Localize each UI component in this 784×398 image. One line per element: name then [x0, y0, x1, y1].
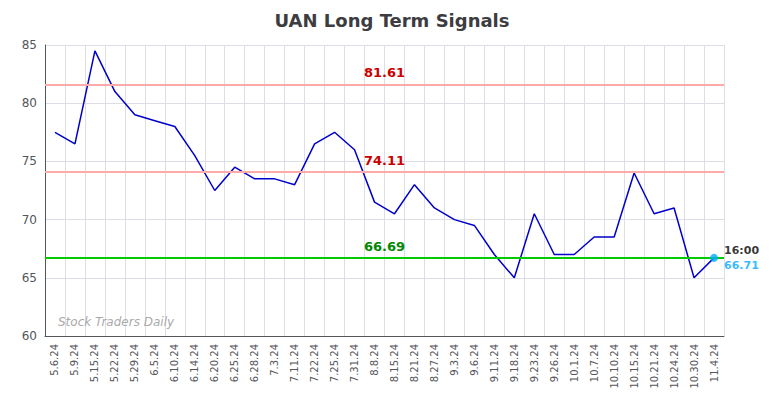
svg-text:5.6.24: 5.6.24 [49, 344, 60, 376]
svg-text:74.11: 74.11 [364, 153, 405, 168]
svg-text:10.7.24: 10.7.24 [589, 344, 600, 382]
svg-text:10.10.24: 10.10.24 [609, 344, 620, 389]
svg-text:10.15.24: 10.15.24 [629, 344, 640, 389]
svg-text:8.8.24: 8.8.24 [369, 344, 380, 376]
svg-text:7.11.24: 7.11.24 [289, 344, 300, 382]
svg-text:11.4.24: 11.4.24 [709, 344, 720, 382]
svg-text:UAN Long Term Signals: UAN Long Term Signals [275, 10, 510, 31]
svg-text:8.15.24: 8.15.24 [389, 344, 400, 382]
svg-text:7.25.24: 7.25.24 [329, 344, 340, 382]
svg-text:75: 75 [22, 154, 37, 168]
svg-text:8.21.24: 8.21.24 [409, 344, 420, 382]
svg-text:16:00: 16:00 [724, 244, 759, 257]
svg-text:Stock Traders Daily: Stock Traders Daily [58, 315, 175, 329]
svg-text:5.29.24: 5.29.24 [129, 344, 140, 382]
svg-text:6.5.24: 6.5.24 [149, 344, 160, 376]
svg-text:9.6.24: 9.6.24 [469, 344, 480, 376]
svg-text:5.22.24: 5.22.24 [109, 344, 120, 382]
svg-text:6.28.24: 6.28.24 [249, 344, 260, 382]
svg-text:9.11.24: 9.11.24 [489, 344, 500, 382]
svg-text:85: 85 [22, 38, 37, 52]
svg-text:5.9.24: 5.9.24 [69, 344, 80, 376]
svg-text:60: 60 [22, 329, 37, 343]
svg-text:7.31.24: 7.31.24 [349, 344, 360, 382]
svg-text:65: 65 [22, 271, 37, 285]
svg-text:10.24.24: 10.24.24 [669, 344, 680, 389]
svg-text:10.1.24: 10.1.24 [569, 344, 580, 382]
svg-text:70: 70 [22, 213, 37, 227]
svg-text:6.10.24: 6.10.24 [169, 344, 180, 382]
svg-text:81.61: 81.61 [364, 65, 405, 80]
svg-text:80: 80 [22, 96, 37, 110]
svg-text:7.3.24: 7.3.24 [269, 344, 280, 376]
svg-text:9.3.24: 9.3.24 [449, 344, 460, 376]
svg-text:10.21.24: 10.21.24 [649, 344, 660, 389]
svg-text:5.15.24: 5.15.24 [89, 344, 100, 382]
svg-text:66.69: 66.69 [364, 239, 405, 254]
svg-text:7.22.24: 7.22.24 [309, 344, 320, 382]
svg-text:66.71: 66.71 [724, 259, 759, 272]
svg-text:6.20.24: 6.20.24 [209, 344, 220, 382]
svg-text:9.26.24: 9.26.24 [549, 344, 560, 382]
svg-text:6.14.24: 6.14.24 [189, 344, 200, 382]
svg-text:10.30.24: 10.30.24 [689, 344, 700, 389]
svg-text:9.23.24: 9.23.24 [529, 344, 540, 382]
svg-text:9.18.24: 9.18.24 [509, 344, 520, 382]
svg-text:6.25.24: 6.25.24 [229, 344, 240, 382]
svg-text:8.27.24: 8.27.24 [429, 344, 440, 382]
